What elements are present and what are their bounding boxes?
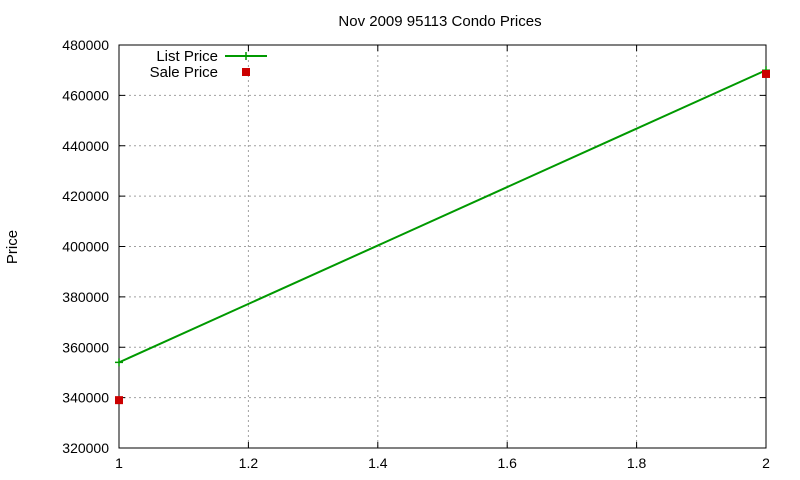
x-tick-label: 1.2 [239,455,259,471]
y-tick-label: 420000 [62,188,109,204]
x-tick-label: 1.8 [627,455,647,471]
y-tick-label: 380000 [62,289,109,305]
chart-title: Nov 2009 95113 Condo Prices [338,13,541,30]
y-tick-label: 480000 [62,37,109,53]
list-price-point [115,358,123,367]
list-price-series [115,66,770,367]
sale-price-point [115,396,123,405]
axes: 1 1.2 1.4 1.6 1.8 2 320000 340000 360000 380000 40… [62,37,770,471]
series-layer [115,66,770,405]
legend-swatch-marker [242,52,250,60]
x-tick-label: 1 [115,455,123,471]
y-tick-label: 400000 [62,239,109,255]
legend-label: Sale Price [150,64,218,81]
legend-label: List Price [156,48,218,65]
y-tick-label: 320000 [62,440,109,456]
x-tick-label: 1.4 [368,455,388,471]
y-tick-label: 440000 [62,138,109,154]
x-tick-label: 2 [762,455,770,471]
y-tick-label: 460000 [62,87,109,103]
y-axis-label: Price [4,230,21,264]
x-tick-label: 1.6 [497,455,517,471]
y-tick-label: 360000 [62,339,109,355]
legend-swatch-marker [242,68,250,76]
grid [119,45,766,448]
plot-border [118,44,767,449]
y-tick-label: 340000 [62,390,109,406]
list-price-line [118,69,767,364]
sale-price-series [115,69,770,405]
sale-price-point [762,69,770,78]
